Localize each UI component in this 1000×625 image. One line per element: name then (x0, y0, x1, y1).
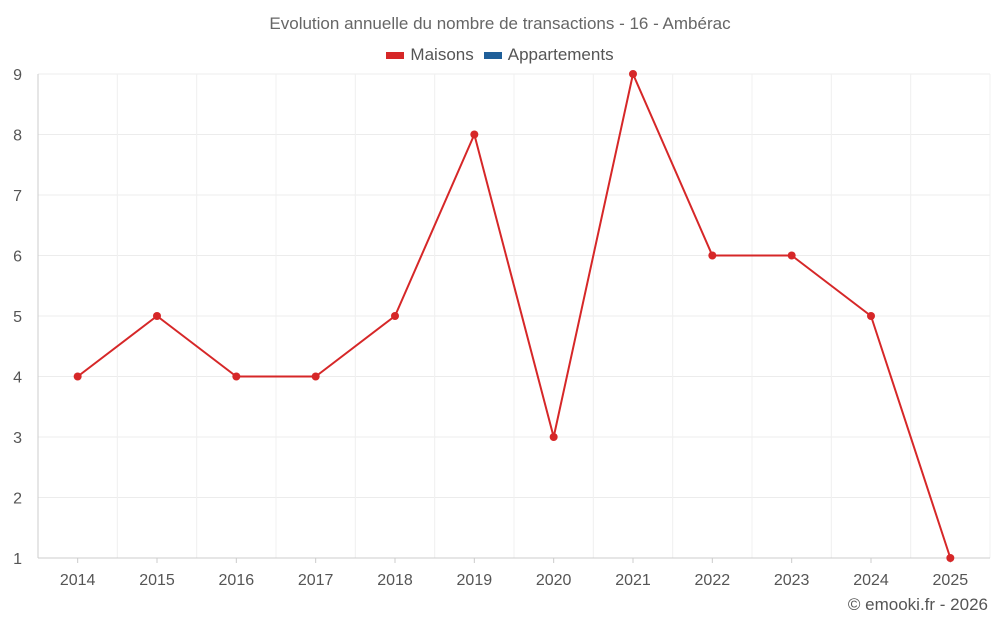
data-point (311, 372, 320, 381)
x-tick-label: 2024 (853, 572, 889, 589)
y-tick-label: 9 (13, 67, 22, 84)
legend-swatch-appartements (483, 51, 502, 59)
x-tick-label: 2018 (377, 572, 413, 589)
data-point (73, 372, 82, 381)
y-tick-label: 7 (13, 188, 22, 205)
legend-swatch-maisons (386, 51, 405, 59)
y-tick-labels: 1 2 3 4 5 6 7 8 9 (13, 67, 22, 568)
x-tick-label: 2020 (536, 572, 572, 589)
legend-item-appartements[interactable]: Appartements (483, 45, 614, 65)
series-points (73, 70, 955, 562)
x-tick-label: 2021 (615, 572, 651, 589)
y-tick-label: 3 (13, 430, 22, 447)
data-point (153, 312, 161, 320)
y-tick-label: 1 (13, 551, 22, 568)
series-line-maisons (77, 73, 952, 559)
data-point (787, 251, 796, 260)
data-point (708, 251, 717, 260)
y-tick-label: 8 (13, 128, 22, 145)
x-tick-label: 2016 (219, 572, 255, 589)
legend-label-appartements: Appartements (507, 45, 614, 64)
grid (37, 73, 991, 559)
x-tick-labels: 2014 2015 2016 2017 2018 2019 2020 2021 2022 2023… (60, 572, 968, 589)
y-tick-label: 5 (13, 309, 22, 326)
x-tick-label: 2019 (457, 572, 493, 589)
data-point (946, 554, 955, 562)
data-point (629, 70, 637, 78)
y-tick-label: 6 (13, 249, 22, 266)
x-tick-label: 2015 (139, 572, 175, 589)
legend: Maisons Appartements (0, 45, 1000, 65)
x-tick-label: 2017 (298, 572, 334, 589)
y-tick-label: 2 (13, 491, 22, 508)
chart-title: Evolution annuelle du nombre de transact… (269, 14, 731, 33)
data-point (549, 433, 558, 441)
data-point (867, 312, 875, 320)
legend-item-maisons[interactable]: Maisons (386, 45, 474, 65)
data-point (232, 372, 241, 381)
legend-label-maisons: Maisons (410, 45, 474, 64)
x-tick-label: 2023 (774, 572, 810, 589)
axes (37, 74, 990, 563)
copyright-footer: © emooki.fr - 2026 (847, 595, 988, 614)
data-point (391, 312, 399, 320)
y-tick-label: 4 (13, 370, 22, 387)
x-tick-label: 2022 (695, 572, 731, 589)
x-tick-label: 2014 (60, 572, 96, 589)
series-lines (77, 73, 952, 559)
x-tick-label: 2025 (933, 572, 969, 589)
data-point (470, 130, 479, 139)
